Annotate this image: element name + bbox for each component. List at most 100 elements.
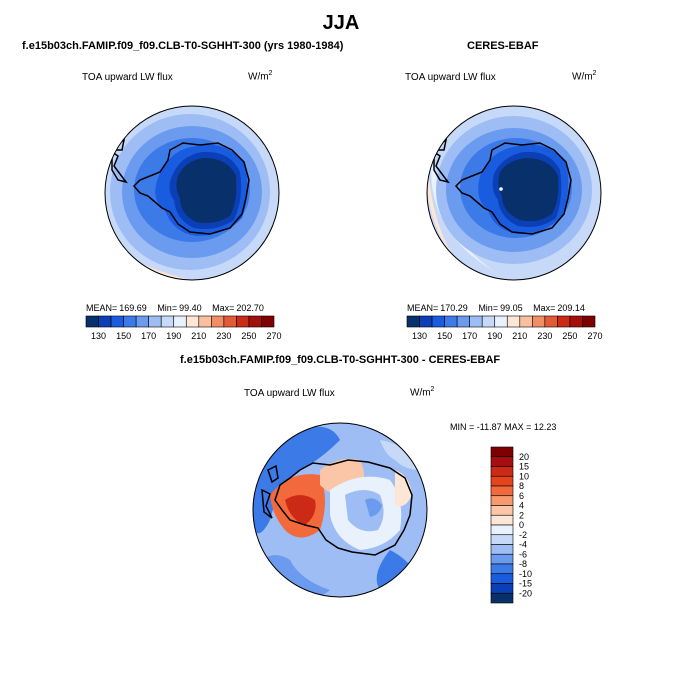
panel3-variable: TOA upward LW flux <box>244 388 335 399</box>
colorbar1-tick-label: 170 <box>141 331 156 341</box>
map3-darkred-core <box>285 495 316 525</box>
colorbar2-cell <box>582 315 596 328</box>
colorbar2-tick-label: 150 <box>437 331 452 341</box>
map1-border <box>104 105 280 281</box>
colorbar3-cell <box>490 592 514 604</box>
colorbar1-tick-label: 230 <box>216 331 231 341</box>
colorbar3-tick-label: -20 <box>519 588 532 598</box>
panel2-stats: MEAN= 170.29 Min= 99.05 Max= 209.14 <box>407 303 587 313</box>
main-title: JJA <box>322 12 360 34</box>
colorbar2-cell <box>456 315 470 328</box>
panel1-mean-label: MEAN= <box>86 303 118 313</box>
colorbar3-cell <box>490 553 514 565</box>
map2-band-100 <box>498 158 559 222</box>
panel1-min-value: 99.40 <box>179 303 202 313</box>
colorbar2-cell <box>481 315 496 328</box>
colorbar2-tick-label: 190 <box>487 331 502 341</box>
colorbar3-tick-label: -15 <box>519 579 532 589</box>
panel1-max-value: 202.70 <box>236 303 264 313</box>
colorbar3-tick-label: 4 <box>519 501 524 511</box>
colorbar3-tick-label: 6 <box>519 491 524 501</box>
colorbar3-tick-label: 0 <box>519 520 524 530</box>
colorbar1-tick-label: 130 <box>91 331 106 341</box>
panel1-variable: TOA upward LW flux <box>82 72 173 83</box>
colorbar1-cell <box>160 315 175 328</box>
colorbar2-tick-label: 170 <box>462 331 477 341</box>
colorbar2-cell <box>506 315 521 328</box>
panel1-min-label: Min= <box>157 303 178 313</box>
panel1-mean-value: 169.69 <box>119 303 147 313</box>
colorbar2-cell <box>469 315 483 328</box>
colorbar3-cell <box>490 495 514 506</box>
colorbar3-cell <box>490 573 514 584</box>
colorbar3-tick-label: -8 <box>519 559 527 569</box>
map3-border <box>252 422 428 598</box>
panel1-max-label: Max= <box>212 303 235 313</box>
colorbar2-cell <box>519 315 533 328</box>
colorbar1-cell <box>135 315 149 328</box>
colorbar3-cell <box>490 475 514 487</box>
colorbar3-cell <box>490 563 514 575</box>
colorbar2-tick-label: 210 <box>512 331 527 341</box>
panel2-mean-value: 170.29 <box>440 303 468 313</box>
map2-border <box>426 105 602 281</box>
map3-blue-core <box>365 498 382 517</box>
colorbar2-cell <box>419 315 433 328</box>
map2-warm-left <box>427 150 470 275</box>
colorbar1-cell <box>198 315 212 328</box>
colorbar1-tick-label: 190 <box>166 331 181 341</box>
map3-blue-nw <box>253 426 340 534</box>
colorbar1-cell <box>110 315 124 328</box>
colorbar3-tick-label: 10 <box>519 471 529 481</box>
colorbar1-cell <box>85 315 99 328</box>
colorbar1-tick-label: 210 <box>191 331 206 341</box>
colorbar1-cell <box>173 315 187 328</box>
map2-pole-marker <box>499 187 503 191</box>
colorbar3-tick-label: 15 <box>519 462 529 472</box>
colorbar1-cell <box>261 315 275 328</box>
colorbar1-tick-label: 150 <box>116 331 131 341</box>
colorbar3-cell <box>490 583 514 594</box>
colorbar3-tick-label: -4 <box>519 540 527 550</box>
panel1-title: f.e15b03ch.FAMIP.f09_f09.CLB-T0-SGHHT-30… <box>22 40 344 52</box>
panel2-units: W/m2 <box>572 70 597 83</box>
colorbar1-cell <box>185 315 200 328</box>
colorbar1-cell <box>248 315 262 328</box>
colorbar2-tick-label: 130 <box>412 331 427 341</box>
panel3-units: W/m2 <box>410 386 435 399</box>
colorbar3-cell <box>490 544 514 555</box>
colorbar1-tick-label: 270 <box>266 331 281 341</box>
panel2-title: CERES-EBAF <box>467 40 539 52</box>
panel2-mean-label: MEAN= <box>407 303 439 313</box>
panel2-max-value: 209.14 <box>557 303 585 313</box>
colorbar3-tick-label: 2 <box>519 510 524 520</box>
colorbar1-cell <box>223 315 237 328</box>
colorbar3-cell <box>490 514 514 526</box>
colorbar3-tick-label: -10 <box>519 569 532 579</box>
colorbar2-cell <box>444 315 458 328</box>
panel2-max-label: Max= <box>533 303 556 313</box>
panel3-title: f.e15b03ch.FAMIP.f09_f09.CLB-T0-SGHHT-30… <box>180 354 501 366</box>
colorbar3-cell <box>490 485 514 497</box>
colorbar-panel1: 130 150 170 190 210 230 250 270 <box>85 315 282 341</box>
colorbar3-cell <box>490 446 514 458</box>
map-panel2 <box>426 105 602 281</box>
colorbar1-cell <box>211 315 225 328</box>
colorbar1-cell <box>236 315 250 328</box>
colorbar-panel2: 130 150 170 190 210 230 250 270 <box>406 315 603 341</box>
colorbar1-cell <box>123 315 137 328</box>
panel1-stats: MEAN= 169.69 Min= 99.40 Max= 202.70 <box>86 303 266 313</box>
colorbar2-cell <box>532 315 546 328</box>
colorbar3-tick-label: 20 <box>519 452 529 462</box>
map3-pale-east <box>395 470 412 507</box>
map-panel1 <box>104 105 280 281</box>
colorbar3-cell <box>490 456 514 467</box>
map3-coastline <box>261 459 413 556</box>
colorbar3-cell <box>490 505 514 516</box>
colorbar2-tick-label: 270 <box>587 331 602 341</box>
panel1-units: W/m2 <box>248 70 273 83</box>
colorbar2-cell <box>406 315 420 328</box>
colorbar1-cell <box>98 315 112 328</box>
